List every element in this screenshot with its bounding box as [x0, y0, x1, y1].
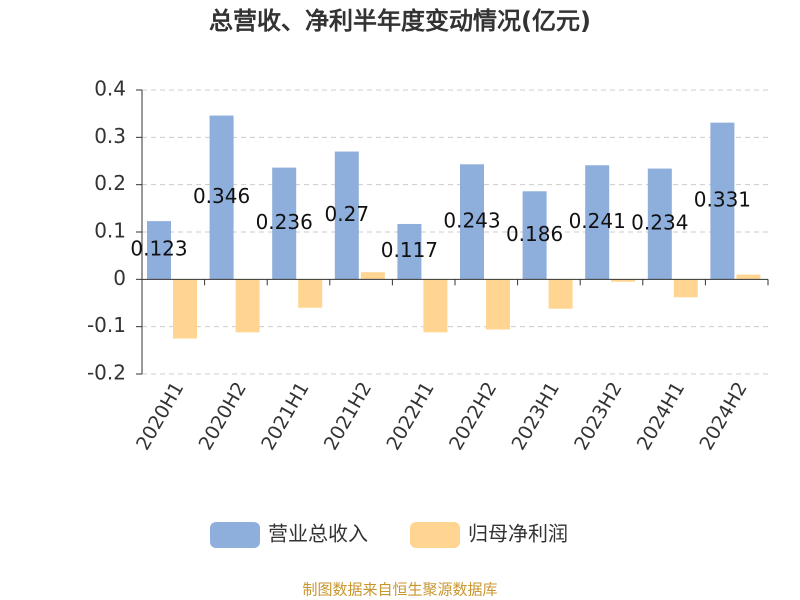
x-tick-label: 2021H2: [320, 378, 376, 454]
data-label: 0.236: [256, 210, 313, 234]
y-tick-label: -0.1: [87, 313, 126, 337]
x-tick-label: 2022H2: [445, 378, 501, 454]
data-label: 0.331: [694, 187, 751, 211]
bar: [548, 279, 573, 309]
data-label: 0.234: [631, 210, 688, 234]
x-tick-label: 2023H1: [508, 378, 564, 454]
bar: [423, 279, 448, 333]
bar: [272, 167, 297, 280]
bar: [673, 279, 698, 298]
bar: [397, 223, 422, 280]
bar: [611, 279, 636, 282]
x-tick-label: 2024H2: [695, 378, 751, 454]
bar: [710, 122, 735, 280]
x-tick-label: 2024H1: [633, 378, 689, 454]
data-label: 0.346: [193, 184, 250, 208]
data-label: 0.117: [381, 238, 438, 262]
data-label: 0.243: [443, 208, 500, 232]
legend-label: 归母净利润: [468, 522, 568, 546]
legend-swatch: [410, 522, 460, 548]
y-tick-label: 0.4: [94, 77, 126, 101]
chart-title: 总营收、净利半年度变动情况(亿元): [209, 7, 591, 35]
legend-swatch: [210, 522, 260, 548]
legend-label: 营业总收入: [268, 522, 368, 546]
y-tick-label: 0.3: [94, 124, 126, 148]
y-tick-label: 0.2: [94, 171, 126, 195]
bar: [522, 191, 547, 280]
x-tick-label: 2020H1: [132, 378, 188, 454]
data-label: 0.27: [325, 202, 370, 226]
bar: [647, 168, 672, 280]
x-tick-label: 2020H2: [195, 378, 251, 454]
bar: [334, 151, 359, 280]
y-tick-label: -0.2: [87, 361, 126, 385]
bar: [360, 272, 385, 280]
bar: [460, 164, 484, 280]
bar: [209, 115, 234, 280]
source-note: 制图数据来自恒生聚源数据库: [302, 581, 497, 599]
x-tick-label: 2023H2: [570, 378, 626, 454]
x-tick-label: 2021H1: [257, 378, 313, 454]
data-label: 0.186: [506, 222, 563, 246]
bar: [147, 221, 171, 280]
data-label: 0.123: [130, 237, 187, 261]
x-tick-label: 2022H1: [382, 378, 438, 454]
bar: [298, 279, 323, 308]
bar: [736, 274, 761, 280]
data-label: 0.241: [569, 209, 626, 233]
y-tick-label: 0.1: [94, 219, 126, 243]
bar: [486, 279, 510, 330]
y-tick-label: 0: [113, 266, 126, 290]
bar: [585, 165, 610, 280]
bar: [173, 279, 197, 339]
bar: [235, 279, 260, 333]
